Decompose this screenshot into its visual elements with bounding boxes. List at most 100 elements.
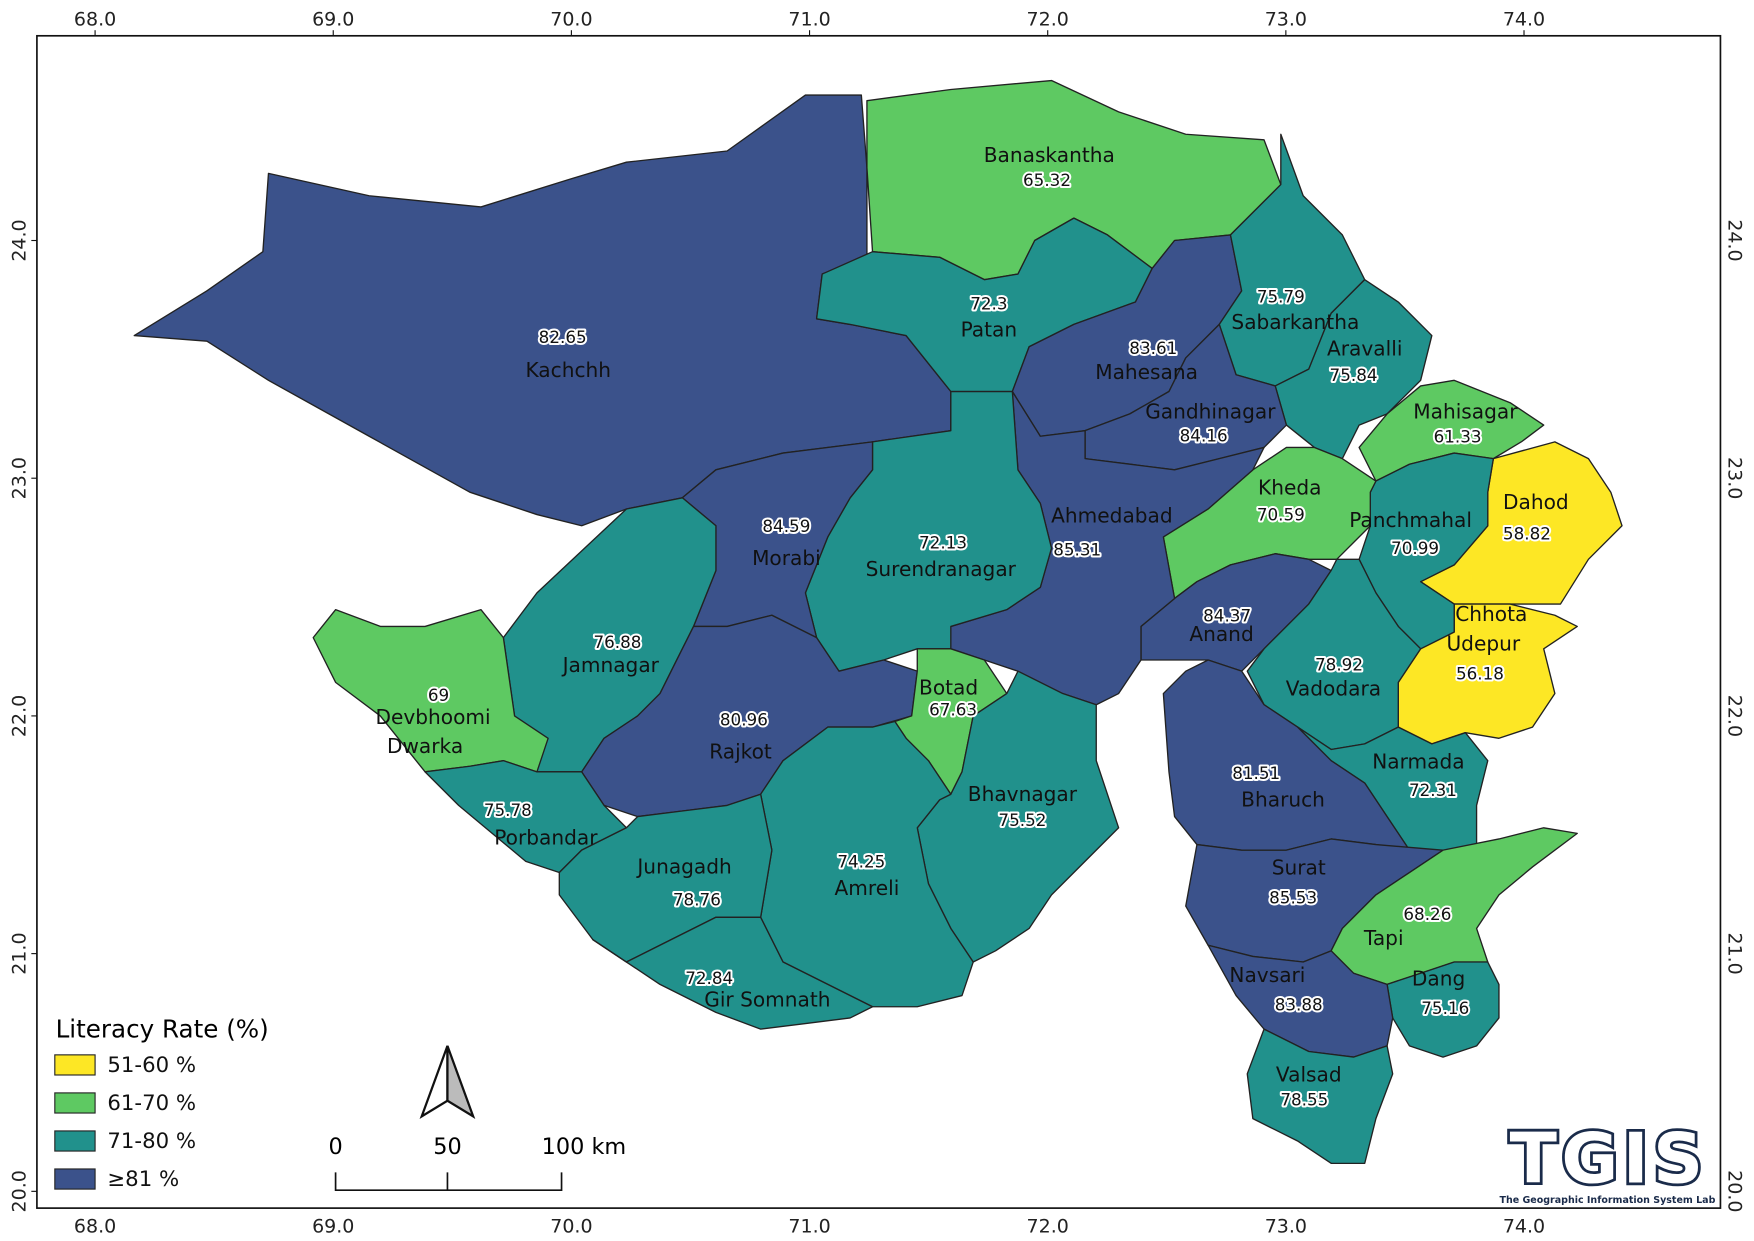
district <box>1162 659 1411 851</box>
district-name: Sabarkantha <box>1231 310 1359 334</box>
district-name: Porbandar <box>494 825 598 849</box>
district <box>312 608 549 773</box>
district-value: 75.84 <box>1330 365 1378 385</box>
district-value: 84.37 <box>1203 605 1251 625</box>
district-name: Dang <box>1412 966 1465 990</box>
district-value: 65.32 <box>1023 170 1071 190</box>
district-value: 70.99 <box>1391 538 1439 558</box>
y-tick-label-left: 22.0 <box>9 695 31 737</box>
district-name: Surendranagar <box>866 557 1017 581</box>
district-name: Gir Somnath <box>704 988 830 1012</box>
x-tick-label-top: 72.0 <box>1027 9 1069 31</box>
scale-bar <box>334 1172 563 1192</box>
district-name: Morabi <box>752 546 821 570</box>
district-name: Banaskantha <box>984 143 1115 167</box>
district-value: 56.18 <box>1456 664 1504 684</box>
district-name: Kheda <box>1258 475 1321 499</box>
x-tick-label-top: 74.0 <box>1503 9 1545 31</box>
district-name: Kachchh <box>525 358 611 382</box>
x-tick-label-bottom: 73.0 <box>1265 1216 1307 1238</box>
district-value: 68.26 <box>1403 904 1451 924</box>
district-name: Tapi <box>1363 926 1404 950</box>
legend-label: ≥81 % <box>107 1167 179 1192</box>
district-name: Devbhoomi Dwarka <box>375 705 497 758</box>
district-name: Mahesana <box>1095 360 1198 384</box>
district-value: 78.76 <box>673 889 721 909</box>
scale-bar-line <box>334 1172 563 1192</box>
x-tick-label-bottom: 71.0 <box>788 1216 830 1238</box>
district-value: 84.59 <box>762 516 810 536</box>
district-name: Aravalli <box>1327 337 1402 361</box>
district-value: 72.31 <box>1409 780 1457 800</box>
legend-label: 61-70 % <box>107 1091 196 1116</box>
district-value: 74.25 <box>837 851 885 871</box>
district-value: 85.53 <box>1269 887 1317 907</box>
legend-title: Literacy Rate (%) <box>56 1014 269 1043</box>
y-tick-label-left: 23.0 <box>9 457 31 499</box>
scale-bar-label: 50 <box>433 1134 461 1160</box>
district-value: 81.51 <box>1232 763 1280 783</box>
x-tick-label-bottom: 69.0 <box>312 1216 354 1238</box>
district-value: 61.33 <box>1434 426 1482 446</box>
district-name: Surat <box>1272 856 1326 880</box>
district-value: 85.31 <box>1053 539 1101 559</box>
north-arrow-right <box>446 1045 476 1120</box>
district-name: Narmada <box>1372 749 1464 773</box>
x-tick-label-top: 68.0 <box>74 9 116 31</box>
districts <box>133 79 1623 1165</box>
district-value: 75.16 <box>1421 998 1469 1018</box>
district-value: 67.63 <box>929 699 977 719</box>
district-value: 80.96 <box>720 709 768 729</box>
district-name: Junagadh <box>635 855 731 879</box>
district-value: 75.79 <box>1257 287 1305 307</box>
district-value: 76.88 <box>593 632 641 652</box>
district-name: Navsari <box>1229 963 1305 987</box>
legend-swatch <box>54 1054 96 1076</box>
district-value: 58.82 <box>1503 524 1551 544</box>
legend-swatch <box>54 1092 96 1114</box>
district-value: 84.16 <box>1180 425 1228 445</box>
y-tick-label-left: 20.0 <box>9 1170 31 1212</box>
district-value: 75.52 <box>998 810 1046 830</box>
district-name: Jamnagar <box>561 653 660 677</box>
y-tick-label-right: 22.0 <box>1723 695 1745 737</box>
legend-label: 51-60 % <box>107 1053 196 1078</box>
x-tick-label-top: 71.0 <box>788 9 830 31</box>
district-name: Bhavnagar <box>968 782 1078 806</box>
y-tick-label-right: 20.0 <box>1723 1170 1745 1212</box>
scale-bar-label: 100 km <box>542 1134 627 1160</box>
y-tick-label-left: 24.0 <box>9 219 31 261</box>
x-tick-label-bottom: 68.0 <box>74 1216 116 1238</box>
district-name: Mahisagar <box>1413 399 1518 423</box>
district-value: 78.55 <box>1280 1090 1328 1110</box>
district-value: 69 <box>428 685 449 705</box>
district-name: Valsad <box>1276 1063 1342 1087</box>
district-name: Ahmedabad <box>1051 503 1173 527</box>
legend-label: 71-80 % <box>107 1129 196 1154</box>
legend-swatch <box>54 1130 96 1152</box>
district-value: 82.65 <box>539 327 587 347</box>
x-tick-label-bottom: 74.0 <box>1503 1216 1545 1238</box>
y-tick-label-left: 21.0 <box>9 932 31 974</box>
district-name: Anand <box>1189 622 1253 646</box>
north-arrow <box>419 1045 476 1120</box>
x-tick-label-top: 73.0 <box>1265 9 1307 31</box>
x-tick-label-top: 70.0 <box>550 9 592 31</box>
district-name: Bharuch <box>1241 787 1325 811</box>
district-value: 78.92 <box>1315 655 1363 675</box>
district-name: Vadodara <box>1286 677 1381 701</box>
x-tick-label-bottom: 70.0 <box>550 1216 592 1238</box>
y-tick-label-right: 21.0 <box>1723 932 1745 974</box>
district-name: Gandhinagar <box>1145 399 1276 423</box>
district-name: Panchmahal <box>1349 508 1472 532</box>
district-value: 72.13 <box>919 533 967 553</box>
district-value: 70.59 <box>1257 505 1305 525</box>
district-value: 72.3 <box>970 293 1007 313</box>
district <box>1386 961 1500 1058</box>
logo-text: TGIS <box>1510 1119 1708 1199</box>
map-frame <box>36 34 1722 1209</box>
district-value: 83.61 <box>1129 338 1177 358</box>
district-name: Botad <box>919 676 978 700</box>
district <box>592 916 874 1030</box>
